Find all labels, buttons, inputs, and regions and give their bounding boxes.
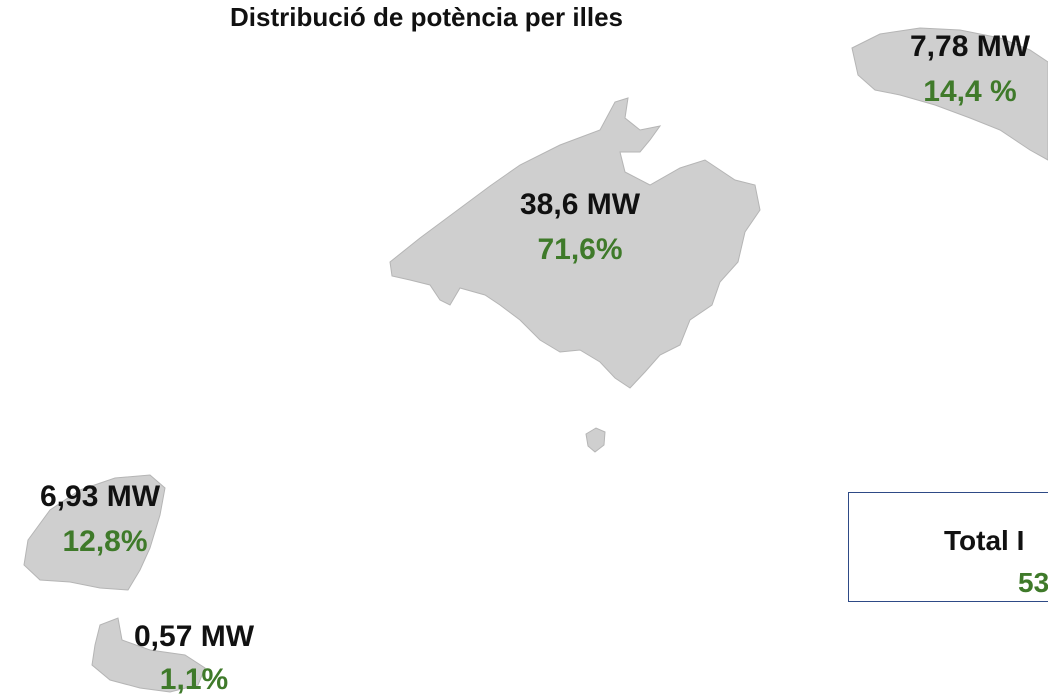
island-share: 12,8% — [62, 525, 148, 558]
island-share: 1,1% — [159, 663, 229, 696]
formentera-shape — [91, 617, 206, 693]
cabrera-shape — [585, 427, 606, 453]
ibiza-shape — [23, 474, 166, 591]
menorca-shape — [851, 27, 1048, 161]
island-power: 0,57 MW — [133, 620, 255, 653]
total-value: 53 — [1018, 567, 1048, 598]
mallorca-shape — [389, 97, 761, 389]
island-power: 6,93 MW — [39, 480, 161, 513]
island-power: 38,6 MW — [519, 188, 641, 221]
island-share: 14,4 % — [923, 75, 1017, 108]
total-box — [848, 492, 1048, 602]
map-title: Distribució de potència per illes — [230, 2, 623, 32]
total-label: Total I — [944, 525, 1025, 556]
island-share: 71,6% — [537, 233, 623, 266]
island-power: 7,78 MW — [909, 30, 1031, 63]
